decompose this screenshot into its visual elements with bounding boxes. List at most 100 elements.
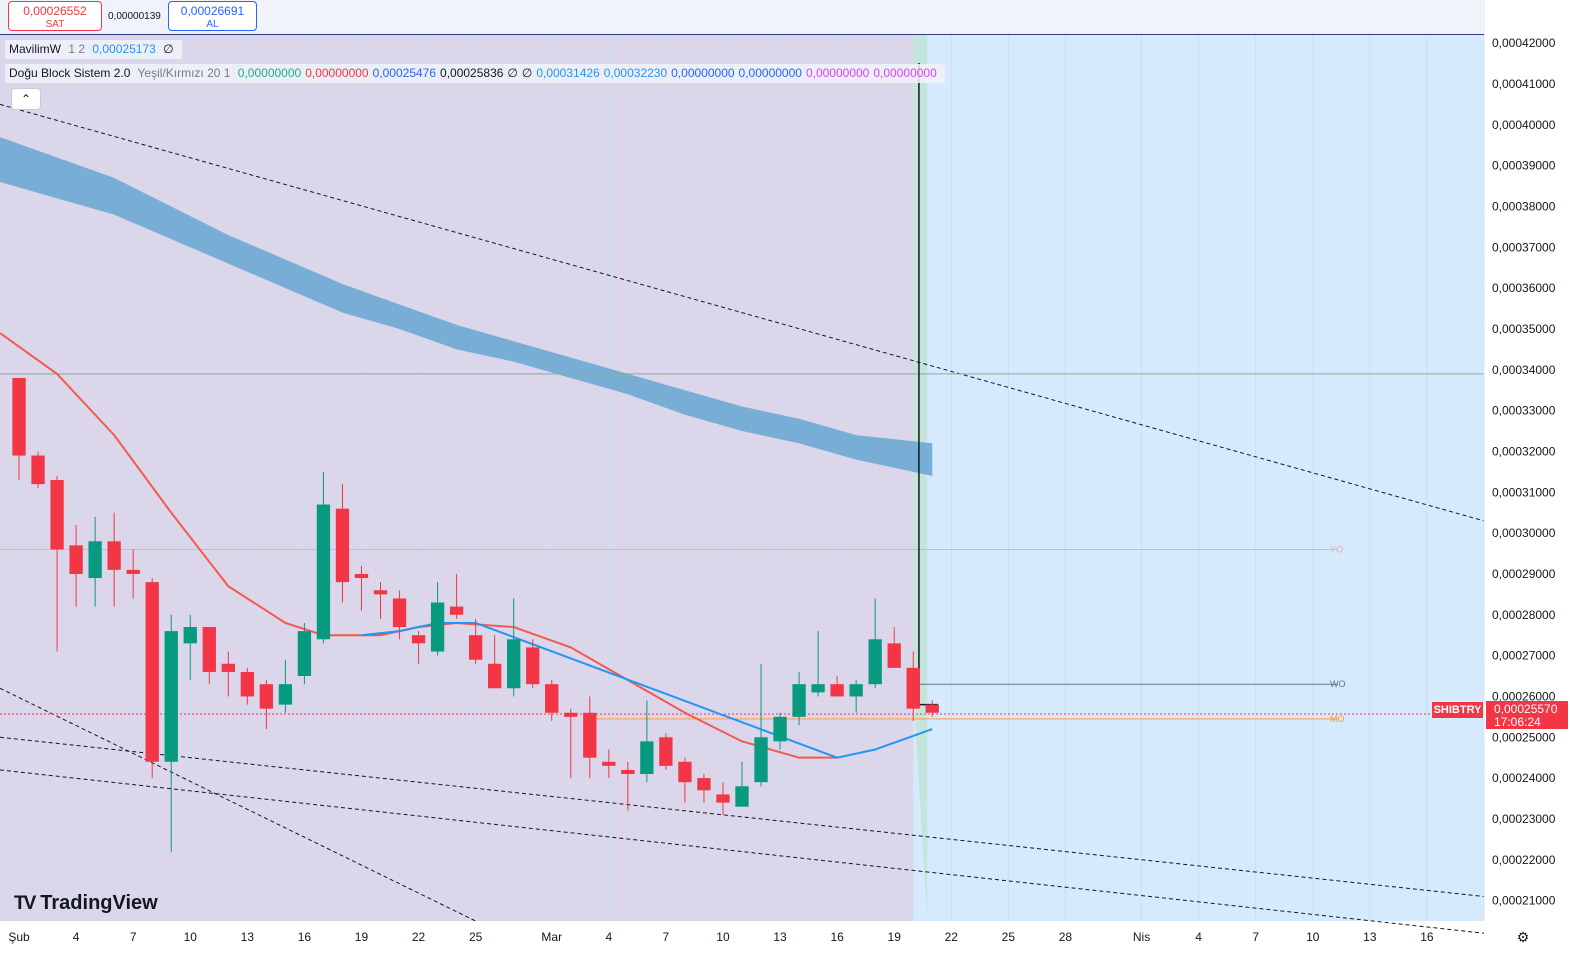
legend-value-11: 0,00000000 xyxy=(873,66,937,80)
legend-value-5: ∅ xyxy=(521,66,533,80)
buy-price: 0,00026691 xyxy=(180,4,245,18)
candle-body xyxy=(449,606,464,615)
trade-panel: 0,00026552 SAT 0,00000139 0,00026691 AL xyxy=(0,0,1484,35)
gear-icon[interactable]: ⚙ xyxy=(1516,929,1530,945)
time-tick-label: 16 xyxy=(830,930,844,944)
legend-value-2: 0,00025476 xyxy=(372,66,437,80)
trend-line-1 xyxy=(0,736,1485,897)
candle-body xyxy=(297,631,312,677)
legend-empty: ∅ xyxy=(163,42,174,56)
axis-background xyxy=(1484,0,1570,957)
price-tick-label: 0,00027000 xyxy=(1492,649,1556,663)
price-tick-label: 0,00025000 xyxy=(1492,730,1556,744)
time-tick-label: 7 xyxy=(130,930,137,944)
cloud-band-area xyxy=(0,137,933,476)
candle-body xyxy=(240,671,254,697)
candle-body xyxy=(773,716,787,742)
chevron-up-icon: ⌃ xyxy=(20,92,32,106)
candle xyxy=(545,680,559,721)
price-tick-label: 0,00031000 xyxy=(1492,485,1556,499)
sell-button[interactable]: 0,00026552 SAT xyxy=(8,1,102,31)
price-tick-label: 0,00029000 xyxy=(1492,567,1556,581)
candle-body xyxy=(88,541,102,579)
sell-label: SAT xyxy=(45,19,65,30)
spread-value: 0,00000139 xyxy=(108,11,161,22)
candle xyxy=(335,484,350,603)
time-tick-label: 4 xyxy=(73,930,80,944)
candle xyxy=(488,635,502,689)
candle-body xyxy=(849,684,863,697)
candle xyxy=(107,512,121,607)
candle-body xyxy=(640,741,654,775)
time-tick-label: 10 xyxy=(716,930,730,944)
chart-area-purple xyxy=(0,35,914,921)
candle xyxy=(602,749,616,779)
candle-body xyxy=(621,769,635,775)
candle-body xyxy=(564,712,578,717)
candle xyxy=(392,590,407,640)
price-axis: 0,00042000 0,00041000 0,00040000 0,00039000… xyxy=(1483,0,1556,921)
price-tick-label: 0,00035000 xyxy=(1492,322,1556,336)
price-tick-label: 0,00034000 xyxy=(1492,363,1556,377)
candle-body xyxy=(526,647,540,685)
candle xyxy=(849,680,863,713)
candle xyxy=(12,377,26,481)
candle-body xyxy=(792,684,806,717)
candle xyxy=(754,663,768,787)
price-tick-label: 0,00033000 xyxy=(1492,404,1556,418)
candle-body xyxy=(735,786,749,807)
price-tick-label: 0,00026000 xyxy=(1492,689,1556,703)
candle-body xyxy=(202,627,216,672)
candle-body xyxy=(164,631,178,762)
sell-price: 0,00026552 xyxy=(23,4,87,18)
candle xyxy=(564,708,578,779)
candle-body xyxy=(430,602,445,652)
legend-value-3: 0,00025836 xyxy=(440,66,504,80)
price-tick-label: 0,00037000 xyxy=(1492,240,1556,254)
candle xyxy=(716,782,730,815)
time-tick-label: 13 xyxy=(241,930,255,944)
trend-line-3 xyxy=(0,687,476,922)
candle xyxy=(640,700,654,783)
candle-body xyxy=(316,504,331,640)
candle-body xyxy=(659,737,673,766)
collapse-legend-button[interactable]: ⌃ xyxy=(11,88,41,110)
candle-body xyxy=(830,684,844,697)
candle xyxy=(164,614,178,852)
time-tick-label: 10 xyxy=(184,930,198,944)
price-tick-label: 0,00032000 xyxy=(1492,444,1556,458)
legend-mavilimw[interactable]: MavilimW 1 2 0,00025173 ∅ xyxy=(5,40,182,59)
trend-lines xyxy=(0,103,1485,934)
price-tick-label: 0,00040000 xyxy=(1492,118,1556,132)
candle xyxy=(659,733,673,770)
candle xyxy=(868,598,882,689)
candle-body xyxy=(468,635,483,660)
candle-body xyxy=(507,639,521,689)
time-tick-label: 16 xyxy=(1420,930,1434,944)
candle xyxy=(221,651,235,697)
tradingview-logo[interactable]: TV TradingView xyxy=(14,890,158,916)
candle xyxy=(297,622,312,685)
candle-body xyxy=(583,712,597,758)
candle-body xyxy=(259,684,274,709)
time-tick-label: 7 xyxy=(1252,930,1259,944)
symbol-label: SHIBTRY xyxy=(1432,702,1483,718)
price-tick-label: 0,00021000 xyxy=(1492,894,1556,908)
candle xyxy=(259,680,274,730)
candle xyxy=(240,667,254,705)
trend-line-0 xyxy=(0,103,1485,522)
legend-name: Doğu Block Sistem 2.0 xyxy=(9,66,131,80)
time-tick-label: 19 xyxy=(355,930,369,944)
candle xyxy=(183,614,197,681)
legend-dogu-block[interactable]: Doğu Block Sistem 2.0 Yeşil/Kırmızı 20 1… xyxy=(5,64,945,83)
logo-text: TradingView xyxy=(40,892,158,914)
candle-body xyxy=(50,480,64,550)
legend-value-1: 0,00000000 xyxy=(305,66,369,80)
price-tick-label: 0,00022000 xyxy=(1492,853,1556,867)
buy-button[interactable]: 0,00026691 AL xyxy=(168,1,257,31)
candle xyxy=(887,627,901,668)
candle-body xyxy=(545,684,559,713)
tradingview-logo-icon: TV xyxy=(14,893,36,914)
